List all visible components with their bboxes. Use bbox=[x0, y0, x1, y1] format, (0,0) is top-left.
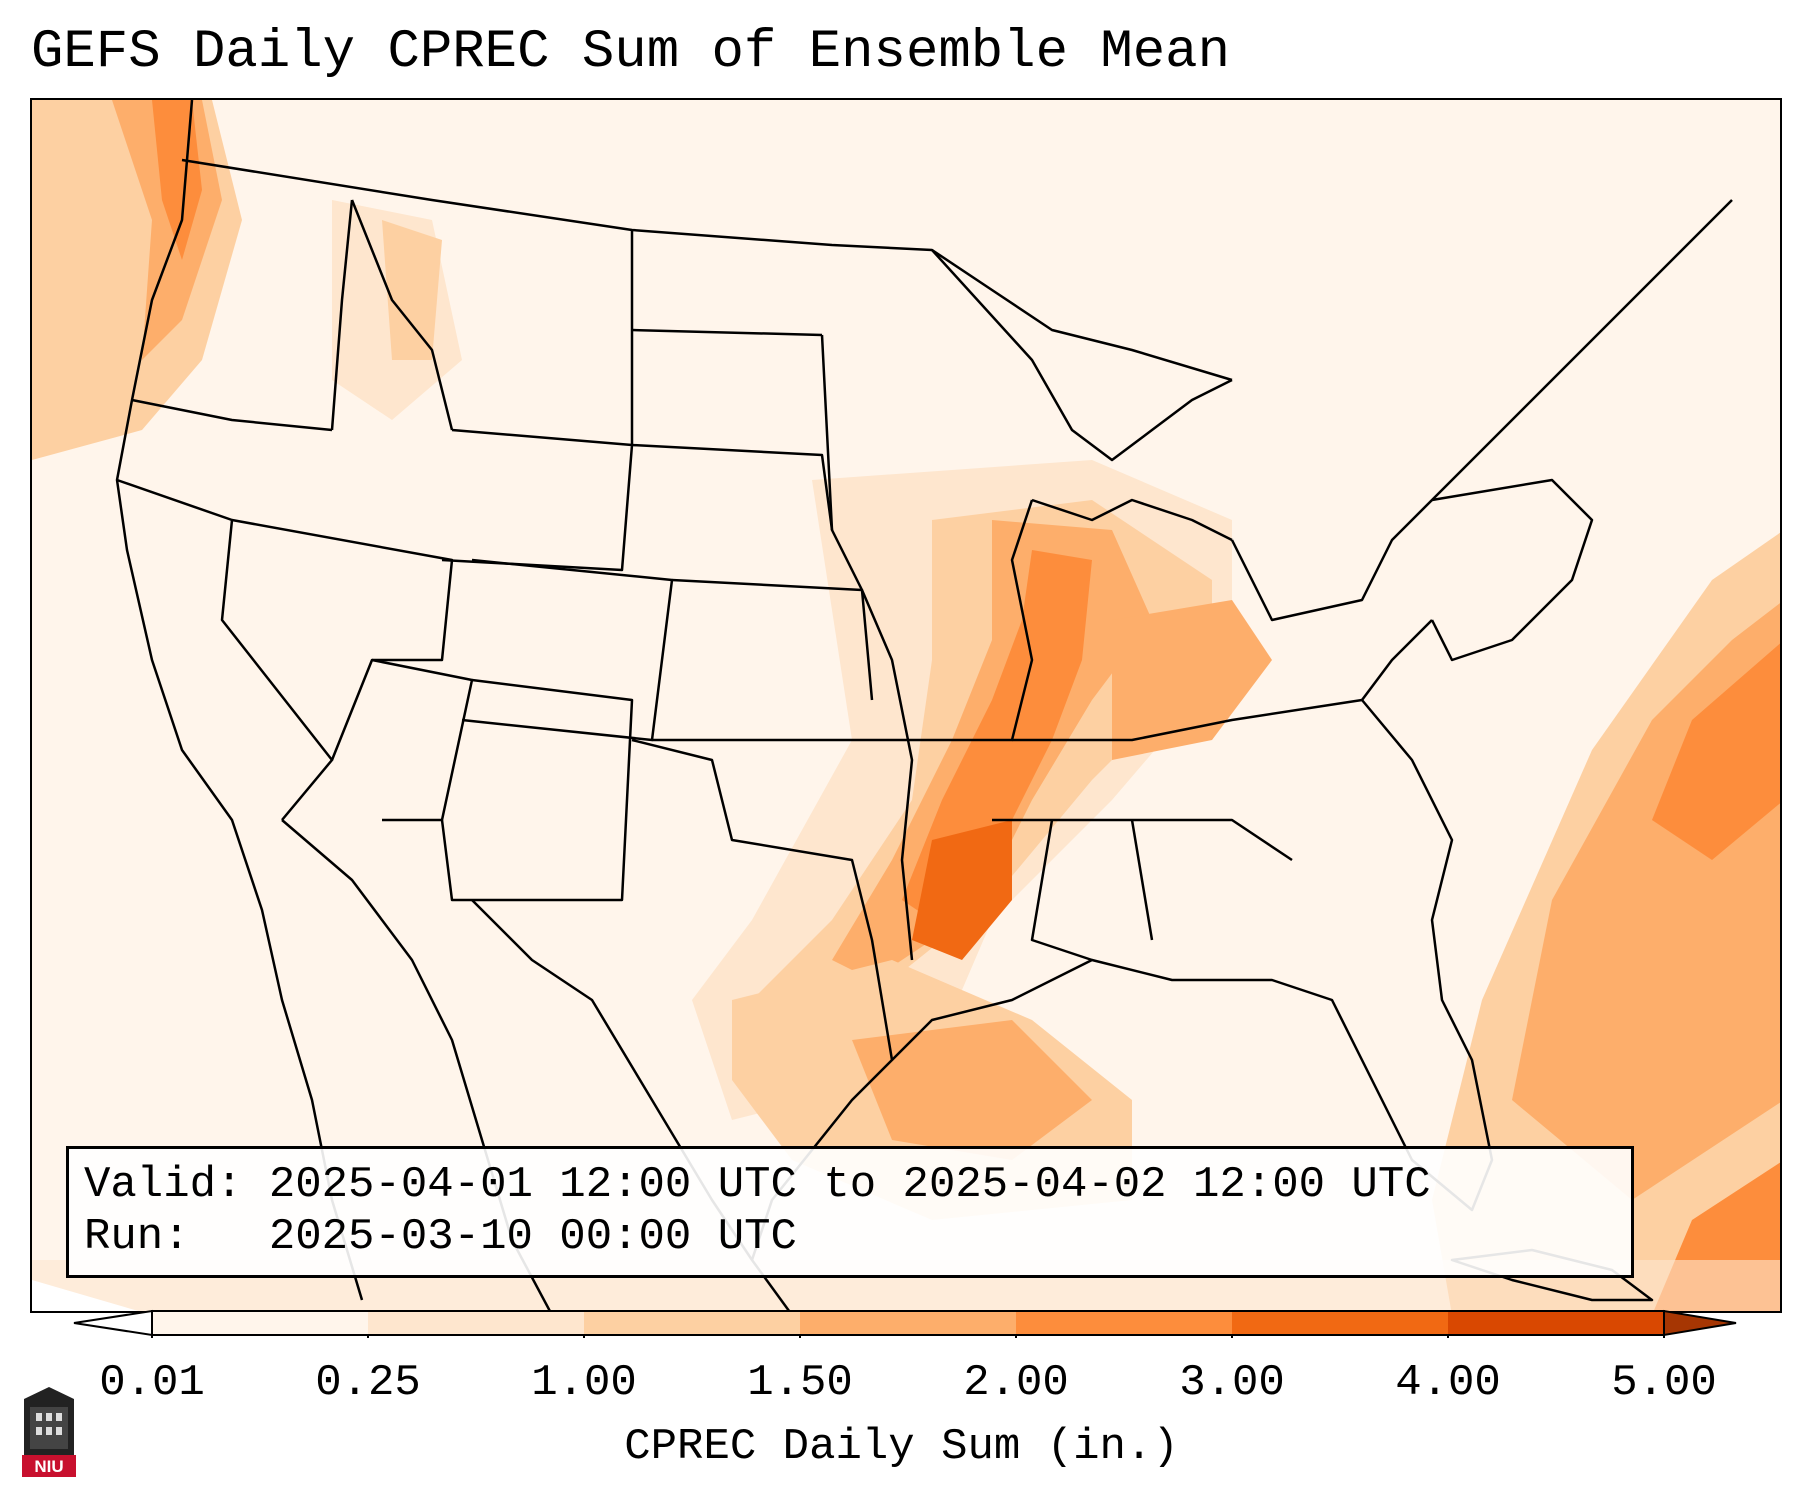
colorbar-segment bbox=[1016, 1311, 1233, 1335]
colorbar-outline bbox=[151, 1310, 1665, 1336]
colorbar-tick-label: 1.00 bbox=[531, 1358, 637, 1408]
colorbar-under-extension bbox=[73, 1309, 153, 1337]
logo-text: NIU bbox=[34, 1457, 63, 1476]
colorbar-svg bbox=[73, 1309, 1737, 1338]
colorbar-segment bbox=[1448, 1311, 1665, 1335]
run-label: Run: bbox=[84, 1212, 190, 1262]
colorbar bbox=[72, 1308, 1738, 1338]
colorbar-tick-label: 4.00 bbox=[1395, 1358, 1501, 1408]
niu-logo-icon: NIU bbox=[20, 1385, 78, 1480]
valid-value: 2025-04-01 12:00 UTC to 2025-04-02 12:00… bbox=[268, 1160, 1431, 1210]
colorbar-segments bbox=[73, 1309, 1737, 1338]
colorbar-segment bbox=[1232, 1311, 1449, 1335]
colorbar-tick-label: 3.00 bbox=[1179, 1358, 1285, 1408]
colorbar-tick-label: 5.00 bbox=[1611, 1358, 1717, 1408]
precip-field bbox=[32, 100, 1780, 1311]
colorbar-tick-label: 1.50 bbox=[747, 1358, 853, 1408]
valid-label: Valid: bbox=[84, 1160, 243, 1210]
colorbar-segment bbox=[368, 1311, 585, 1335]
map-canvas bbox=[32, 100, 1780, 1311]
valid-run-info-box: Valid: 2025-04-01 12:00 UTC to 2025-04-0… bbox=[66, 1146, 1634, 1278]
colorbar-segment bbox=[152, 1311, 369, 1335]
colorbar-tick-label: 0.25 bbox=[315, 1358, 421, 1408]
colorbar-over-extension bbox=[1663, 1309, 1737, 1337]
colorbar-tick-label: 0.01 bbox=[99, 1358, 205, 1408]
colorbar-tick-label: 2.00 bbox=[963, 1358, 1069, 1408]
colorbar-segment bbox=[800, 1311, 1017, 1335]
run-value: 2025-03-10 00:00 UTC bbox=[268, 1212, 797, 1262]
precip-map bbox=[30, 98, 1782, 1313]
map-title: GEFS Daily CPREC Sum of Ensemble Mean bbox=[31, 22, 1230, 83]
colorbar-label: CPREC Daily Sum (in.) bbox=[624, 1422, 1179, 1472]
colorbar-segment bbox=[584, 1311, 801, 1335]
